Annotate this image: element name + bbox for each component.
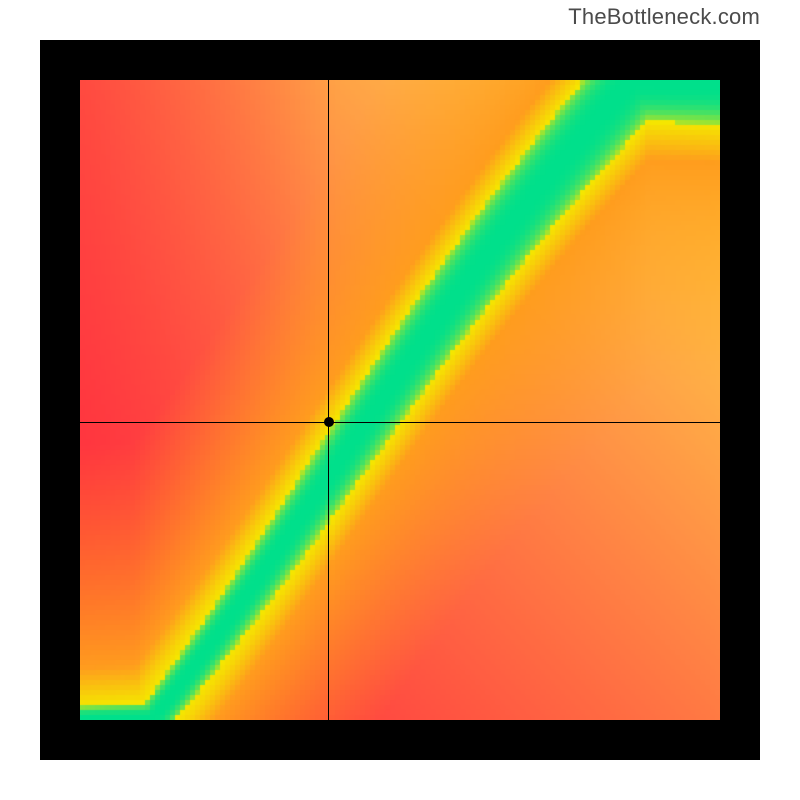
plot-frame	[40, 40, 760, 760]
watermark-text: TheBottleneck.com	[568, 4, 760, 30]
plot-inner	[80, 80, 720, 720]
heatmap-canvas	[80, 80, 720, 720]
chart-container: TheBottleneck.com	[0, 0, 800, 800]
